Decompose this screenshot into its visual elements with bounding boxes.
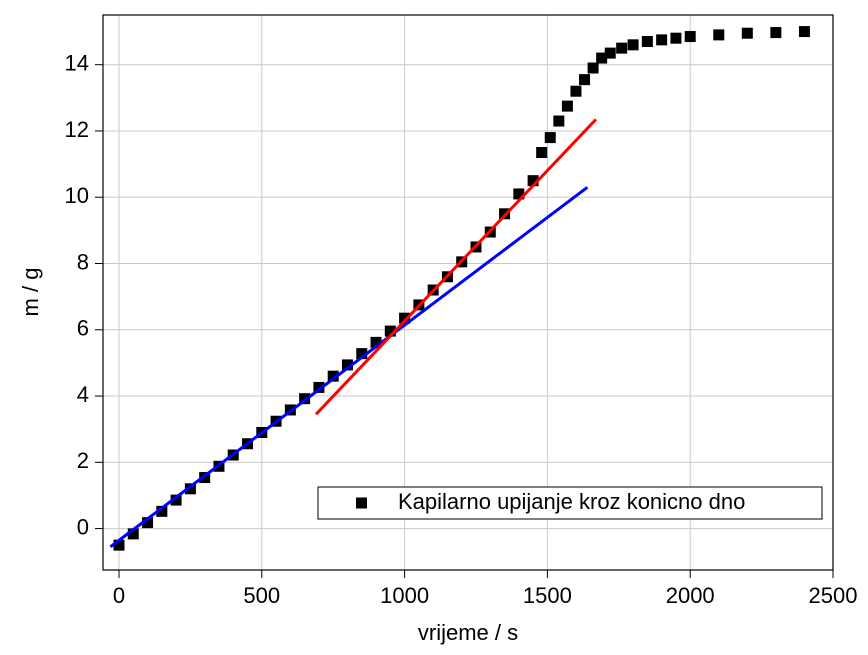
data-point	[587, 62, 599, 74]
legend-box	[317, 486, 823, 520]
fit-line	[314, 118, 598, 416]
data-point	[384, 325, 396, 337]
data-point	[127, 528, 139, 540]
data-point	[170, 494, 182, 506]
data-point	[536, 147, 548, 159]
data-point	[641, 36, 653, 48]
data-point	[741, 27, 753, 39]
data-point	[356, 348, 368, 360]
fit-line	[109, 186, 589, 549]
y-tick-label: 0	[77, 514, 89, 539]
legend-label: Kapilarno upijanje kroz konicno dno	[398, 489, 745, 514]
data-point	[184, 483, 196, 495]
x-tick-label: 1000	[380, 583, 429, 608]
data-point	[513, 188, 525, 200]
y-tick-label: 14	[65, 51, 89, 76]
data-point	[616, 42, 628, 54]
legend-marker	[356, 497, 367, 509]
data-point	[627, 39, 639, 51]
x-axis-label: vrijeme / s	[418, 620, 518, 645]
y-axis-label: m / g	[18, 268, 43, 317]
data-point	[713, 29, 725, 41]
data-point	[142, 517, 154, 529]
data-point	[370, 336, 382, 348]
x-tick-label: 2500	[809, 583, 858, 608]
data-point	[327, 370, 339, 382]
data-point	[684, 31, 696, 43]
data-point	[596, 52, 608, 64]
y-tick-label: 2	[77, 448, 89, 473]
plot-frame	[102, 14, 834, 571]
y-tick-label: 6	[77, 316, 89, 341]
data-point	[656, 34, 668, 46]
y-tick-label: 12	[65, 117, 89, 142]
data-point	[313, 381, 325, 393]
data-point	[570, 85, 582, 97]
y-tick-label: 10	[65, 183, 89, 208]
x-tick-label: 2000	[666, 583, 715, 608]
y-tick-label: 8	[77, 249, 89, 274]
data-point	[604, 47, 616, 59]
x-tick-label: 0	[113, 583, 125, 608]
data-point	[770, 27, 782, 39]
data-point	[553, 115, 565, 127]
x-tick-label: 1500	[523, 583, 572, 608]
y-tick-label: 4	[77, 382, 89, 407]
data-point	[341, 359, 353, 371]
data-point	[113, 539, 125, 551]
data-point	[798, 26, 810, 38]
data-point	[399, 312, 411, 324]
data-point	[544, 132, 556, 144]
data-point	[156, 505, 168, 517]
data-point	[670, 32, 682, 44]
data-point	[579, 74, 591, 86]
data-point	[527, 175, 539, 187]
data-point	[561, 100, 573, 112]
x-tick-label: 500	[243, 583, 280, 608]
